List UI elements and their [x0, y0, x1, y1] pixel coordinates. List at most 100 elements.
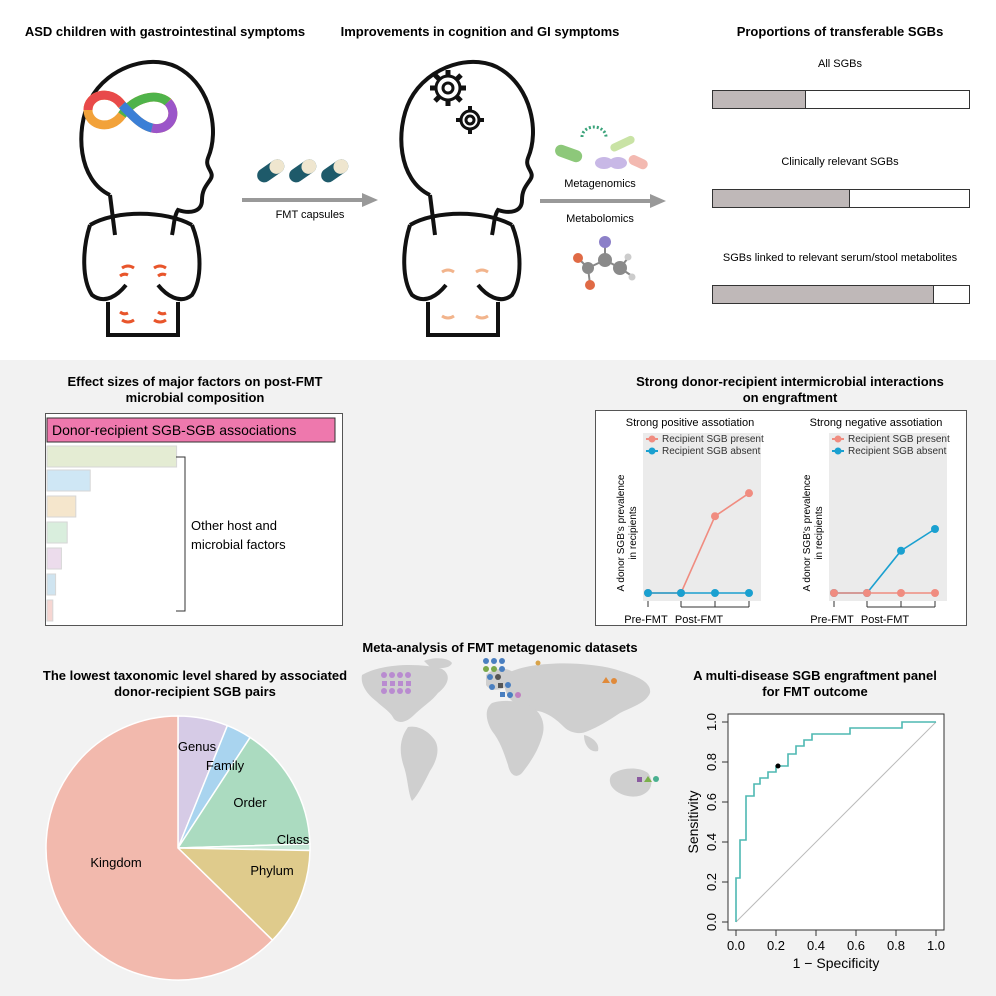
interaction-subtitle-1: Strong negative assotiation — [810, 417, 943, 429]
asd-title: ASD children with gastrointestinal sympt… — [24, 24, 306, 39]
roc-ytick-label-0: 0.0 — [704, 913, 719, 931]
child-improved-illustration — [399, 60, 535, 337]
roc-title: A multi-disease SGB engraftment panel for… — [693, 668, 937, 699]
other-factors-label: Other host and microbial factors — [191, 518, 286, 552]
series-point-1-1-2 — [897, 546, 905, 555]
meta-title: Meta-analysis of FMT metagenomic dataset… — [362, 640, 638, 655]
prop-label-clinical: Clinically relevant SGBs — [781, 156, 899, 168]
effect-bar-7 — [46, 599, 54, 622]
series-point-1-1-3 — [931, 525, 939, 533]
prop-label-metabolites: SGBs linked to relevant serum/stool meta… — [722, 252, 958, 264]
pie-slice-kingdom — [45, 715, 274, 981]
prop-fill-0 — [713, 91, 807, 108]
child-asd-illustration — [79, 60, 215, 337]
roc-xtick-label-5: 1.0 — [927, 938, 945, 953]
interactions-panel: Strong positive assotiation Recipient SGB… — [595, 410, 967, 626]
legend-present-0: Recipient SGB present — [662, 434, 764, 445]
xlabel-post-0: Post-FMT — [675, 614, 724, 626]
metagenomics-label: Metagenomics — [564, 178, 636, 190]
pie-label-genus: Genus — [178, 739, 217, 754]
infinity-rainbow-icon — [83, 90, 178, 134]
interaction-ylabel-0: A donor SGB's prevalencein recipients — [616, 474, 639, 591]
effect-size-panel: Donor-recipient SGB-SGB associations — [45, 413, 343, 626]
effect-size-bars: Donor-recipient SGB-SGB associations — [46, 417, 336, 622]
pie-label-family: Family — [206, 758, 245, 773]
effect-bar-3 — [46, 495, 77, 518]
roc-ytick-label-1: 0.2 — [704, 873, 719, 891]
pie-label-kingdom: Kingdom — [90, 855, 141, 870]
effect-main-label: Donor-recipient SGB-SGB associations — [52, 422, 296, 438]
series-point-0-1-3 — [745, 589, 753, 597]
fmt-capsules-icon — [257, 159, 349, 183]
effect-title: Effect sizes of major factors on post-FM… — [67, 374, 323, 405]
roc-ytick-label-2: 0.4 — [704, 833, 719, 851]
fmt-capsules-label: FMT capsules — [275, 209, 345, 221]
effect-bar-6 — [46, 573, 57, 596]
roc-optimal-point — [775, 763, 781, 769]
metabolomics-label: Metabolomics — [566, 213, 634, 225]
interaction-charts: Strong positive assotiation Recipient SGB… — [616, 417, 950, 626]
interaction-ylabel-1: A donor SGB's prevalencein recipients — [802, 474, 825, 591]
legend-present-1: Recipient SGB present — [848, 434, 950, 445]
pie-title: The lowest taxonomic level shared by ass… — [42, 668, 348, 699]
roc-xlabel: 1 − Specificity — [793, 955, 880, 971]
effect-bar-1 — [46, 445, 178, 468]
gi-relief-marks — [441, 268, 489, 320]
legend-absent-1: Recipient SGB absent — [848, 446, 947, 457]
roc-chart: 0.0 0.2 0.4 0.6 0.8 1.0 0.0 0.2 0.4 0.6 0.8 1.0 1 − … — [685, 713, 945, 971]
interaction-subtitle-0: Strong positive assotiation — [626, 417, 754, 429]
prop-label-all: All SGBs — [817, 58, 862, 70]
interaction-plot-bg-0 — [643, 433, 761, 601]
analysis-arrow — [540, 194, 666, 208]
effect-bar-4 — [46, 521, 68, 544]
pie-label-phylum: Phylum — [250, 863, 293, 878]
roc-xtick-label-3: 0.6 — [847, 938, 865, 953]
series-point-1-0-0 — [830, 589, 838, 597]
legend-dot-absent-1 — [834, 447, 842, 455]
series-point-0-0-2 — [711, 512, 719, 521]
roc-curve — [735, 721, 936, 922]
roc-ylabel: Sensitivity — [685, 790, 701, 853]
other-factors-bracket — [176, 456, 186, 612]
prop-bar-clinical — [712, 189, 970, 208]
series-point-0-0-3 — [745, 489, 753, 498]
series-point-1-0-3 — [931, 589, 939, 597]
effect-bar-2 — [46, 469, 91, 492]
series-point-1-0-1 — [863, 589, 871, 597]
series-point-0-1-2 — [711, 589, 719, 597]
roc-ytick-label-5: 1.0 — [704, 713, 719, 731]
roc-ytick-label-3: 0.6 — [704, 793, 719, 811]
microbes-icon — [555, 125, 648, 170]
taxonomic-pie-chart: Genus Family Order Class Phylum Kingdom — [45, 715, 311, 981]
series-point-0-1-0 — [644, 589, 652, 597]
effect-bar-0 — [46, 417, 336, 443]
proportions-title: Proportions of transferable SGBs — [736, 24, 944, 39]
gi-distress-marks — [119, 264, 167, 324]
xlabel-pre-0: Pre-FMT — [624, 614, 668, 626]
series-point-1-0-2 — [897, 589, 905, 597]
legend-dot-absent-0 — [648, 447, 656, 455]
improvement-title: Improvements in cognition and GI symptom… — [340, 24, 620, 39]
roc-ytick-label-4: 0.8 — [704, 753, 719, 771]
roc-reference-line — [735, 721, 937, 923]
pie-slice-order — [176, 736, 311, 849]
molecule-icon — [573, 236, 636, 290]
legend-dot-present-0 — [648, 435, 656, 443]
roc-xtick-label-2: 0.4 — [807, 938, 825, 953]
pie-slice-phylum — [176, 847, 311, 942]
prop-bar-all — [712, 90, 970, 109]
interaction-plot-bg-1 — [829, 433, 947, 601]
interactions-title: Strong donor-recipient intermicrobial in… — [636, 374, 944, 405]
pie-label-order: Order — [233, 795, 267, 810]
gears-icon — [430, 70, 484, 134]
prop-fill-1 — [713, 190, 850, 207]
prop-fill-2 — [713, 286, 935, 303]
effect-bar-5 — [46, 547, 62, 570]
roc-xtick-label-0: 0.0 — [727, 938, 745, 953]
legend-dot-present-1 — [834, 435, 842, 443]
legend-absent-0: Recipient SGB absent — [662, 446, 761, 457]
roc-xtick-label-1: 0.2 — [767, 938, 785, 953]
xlabel-post-1: Post-FMT — [861, 614, 910, 626]
series-point-0-1-1 — [677, 589, 685, 597]
prop-bar-metabolites — [712, 285, 970, 304]
